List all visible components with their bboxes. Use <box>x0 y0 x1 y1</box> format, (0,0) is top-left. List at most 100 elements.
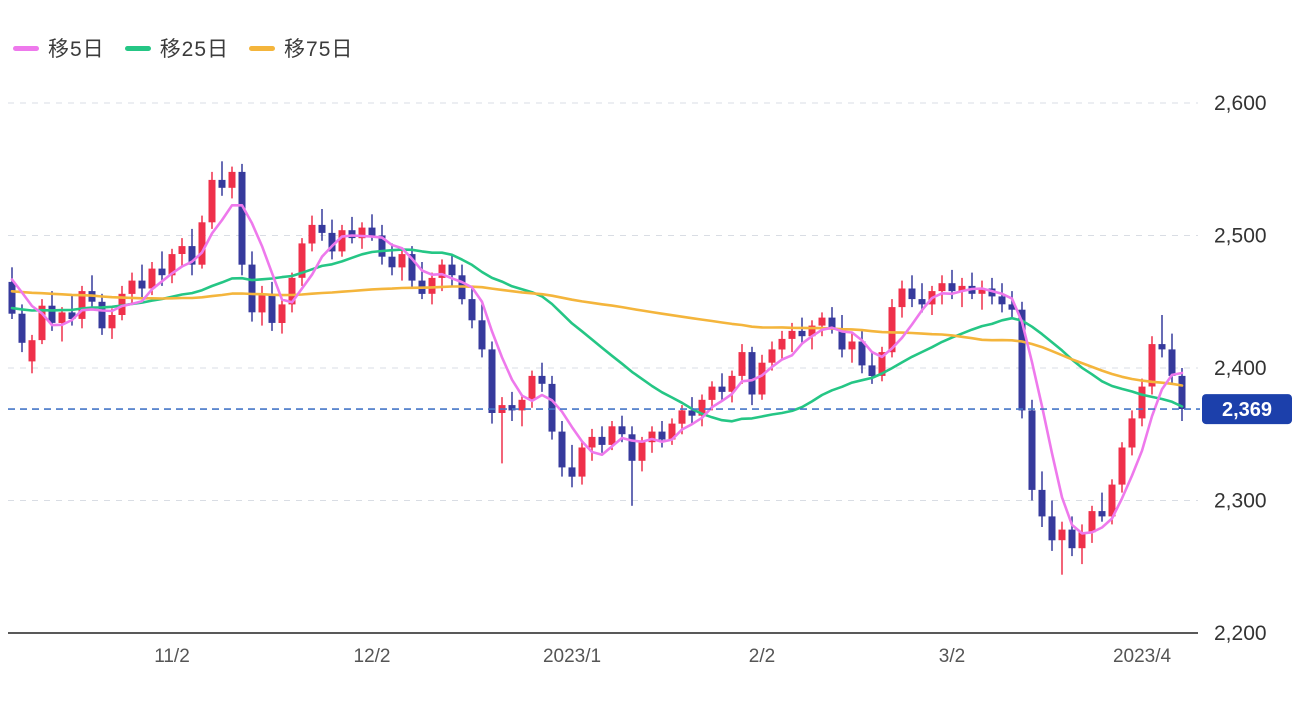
y-tick-label: 2,600 <box>1214 92 1267 115</box>
candle-down <box>598 436 606 445</box>
candle-up <box>638 442 646 461</box>
candle-up <box>1128 418 1136 448</box>
candle-down <box>948 283 956 292</box>
candle-up <box>278 304 286 323</box>
candle-down <box>488 349 496 413</box>
candle-down <box>238 171 246 265</box>
candle-down <box>98 301 106 329</box>
candle-down <box>1028 410 1036 490</box>
candle-up <box>758 362 766 395</box>
legend-item-ma5: 移5日 <box>13 33 105 63</box>
candle-up <box>1058 529 1066 541</box>
candle-down <box>1098 511 1106 517</box>
y-axis-labels: 2,200 2,300 2,400 2,500 2,600 <box>1214 92 1267 645</box>
candle-down <box>328 232 336 252</box>
candle-down <box>248 264 256 313</box>
candle-up <box>978 288 986 294</box>
legend-item-ma75: 移75日 <box>249 33 353 63</box>
candle-up <box>148 268 156 289</box>
candle-up <box>1118 447 1126 485</box>
candle-up <box>208 179 216 223</box>
candle-up <box>648 431 656 443</box>
ma25-line <box>10 248 1184 423</box>
y-tick-label: 2,300 <box>1214 490 1267 513</box>
candle-up <box>788 330 796 339</box>
candle-up <box>678 410 686 424</box>
candle-up <box>398 254 406 268</box>
x-tick-label: 2/2 <box>749 646 775 667</box>
candle-up <box>848 341 856 350</box>
candle-down <box>988 288 996 297</box>
candle-up <box>78 291 86 319</box>
candle-up <box>1088 511 1096 533</box>
last-price-badge: 2,369 <box>1202 394 1292 425</box>
candle-down <box>478 320 486 350</box>
candle-up <box>698 399 706 416</box>
candle-up <box>878 352 886 376</box>
candle-down <box>1008 304 1016 310</box>
candle-down <box>718 386 726 392</box>
candle-down <box>838 328 846 350</box>
candle-up <box>258 293 266 313</box>
candle-up <box>358 227 366 239</box>
candle-down <box>268 293 276 323</box>
candle-up <box>768 349 776 363</box>
candle-up <box>818 317 826 326</box>
candle-up <box>738 352 746 376</box>
candle-down <box>348 230 356 239</box>
candle-up <box>728 375 736 392</box>
ma75-line <box>10 285 1184 387</box>
candle-up <box>608 426 616 445</box>
candle-up <box>168 254 176 276</box>
candle-up <box>198 222 206 265</box>
candle-down <box>18 313 26 343</box>
candle-down <box>1168 349 1176 376</box>
candle-up <box>288 277 296 305</box>
candle-down <box>188 246 196 265</box>
legend-label-ma25: 移25日 <box>159 38 230 61</box>
candle-down <box>1048 516 1056 541</box>
candle-up <box>38 305 46 341</box>
candle-down <box>368 227 376 236</box>
legend-label-ma75: 移75日 <box>284 38 354 61</box>
candle-down <box>8 281 16 314</box>
candle-down <box>448 264 456 276</box>
candle-down <box>408 254 416 281</box>
last-price-label: 2,369 <box>1222 399 1272 421</box>
candle-up <box>178 246 186 254</box>
candle-up <box>1148 344 1156 387</box>
candle-down <box>508 405 516 411</box>
x-axis-labels: 11/2 12/2 2023/1 2/2 3/2 2023/4 <box>154 646 1171 667</box>
candle-down <box>568 467 576 477</box>
y-gridlines <box>8 102 1198 634</box>
candle-up <box>808 325 816 337</box>
candle-up <box>588 436 596 448</box>
candle-down <box>548 383 556 432</box>
y-tick-label: 2,400 <box>1214 357 1267 380</box>
candle-up <box>518 399 526 411</box>
ma75-line-swatch <box>249 45 276 51</box>
candle-up <box>298 243 306 278</box>
chart-legend: 移5日 移25日 移75日 <box>13 33 353 63</box>
candle-down <box>468 299 476 321</box>
candle-down <box>388 256 396 268</box>
candle-up <box>58 312 66 323</box>
candle-up <box>108 315 116 329</box>
candle-down <box>1018 309 1026 411</box>
candle-down <box>68 312 76 319</box>
candle-up <box>528 375 536 400</box>
x-tick-label: 2023/4 <box>1113 646 1172 667</box>
y-tick-label: 2,200 <box>1214 622 1267 645</box>
candle-down <box>138 280 146 289</box>
candle-down <box>998 296 1006 305</box>
candle-up <box>1138 386 1146 419</box>
candle-up <box>938 283 946 292</box>
candle-up <box>888 307 896 353</box>
x-tick-label: 2023/1 <box>543 646 601 667</box>
candle-down <box>48 305 56 323</box>
candle-down <box>688 410 696 416</box>
candle-up <box>28 340 36 362</box>
legend-label-ma5: 移5日 <box>48 38 105 61</box>
candle-up <box>128 280 136 294</box>
